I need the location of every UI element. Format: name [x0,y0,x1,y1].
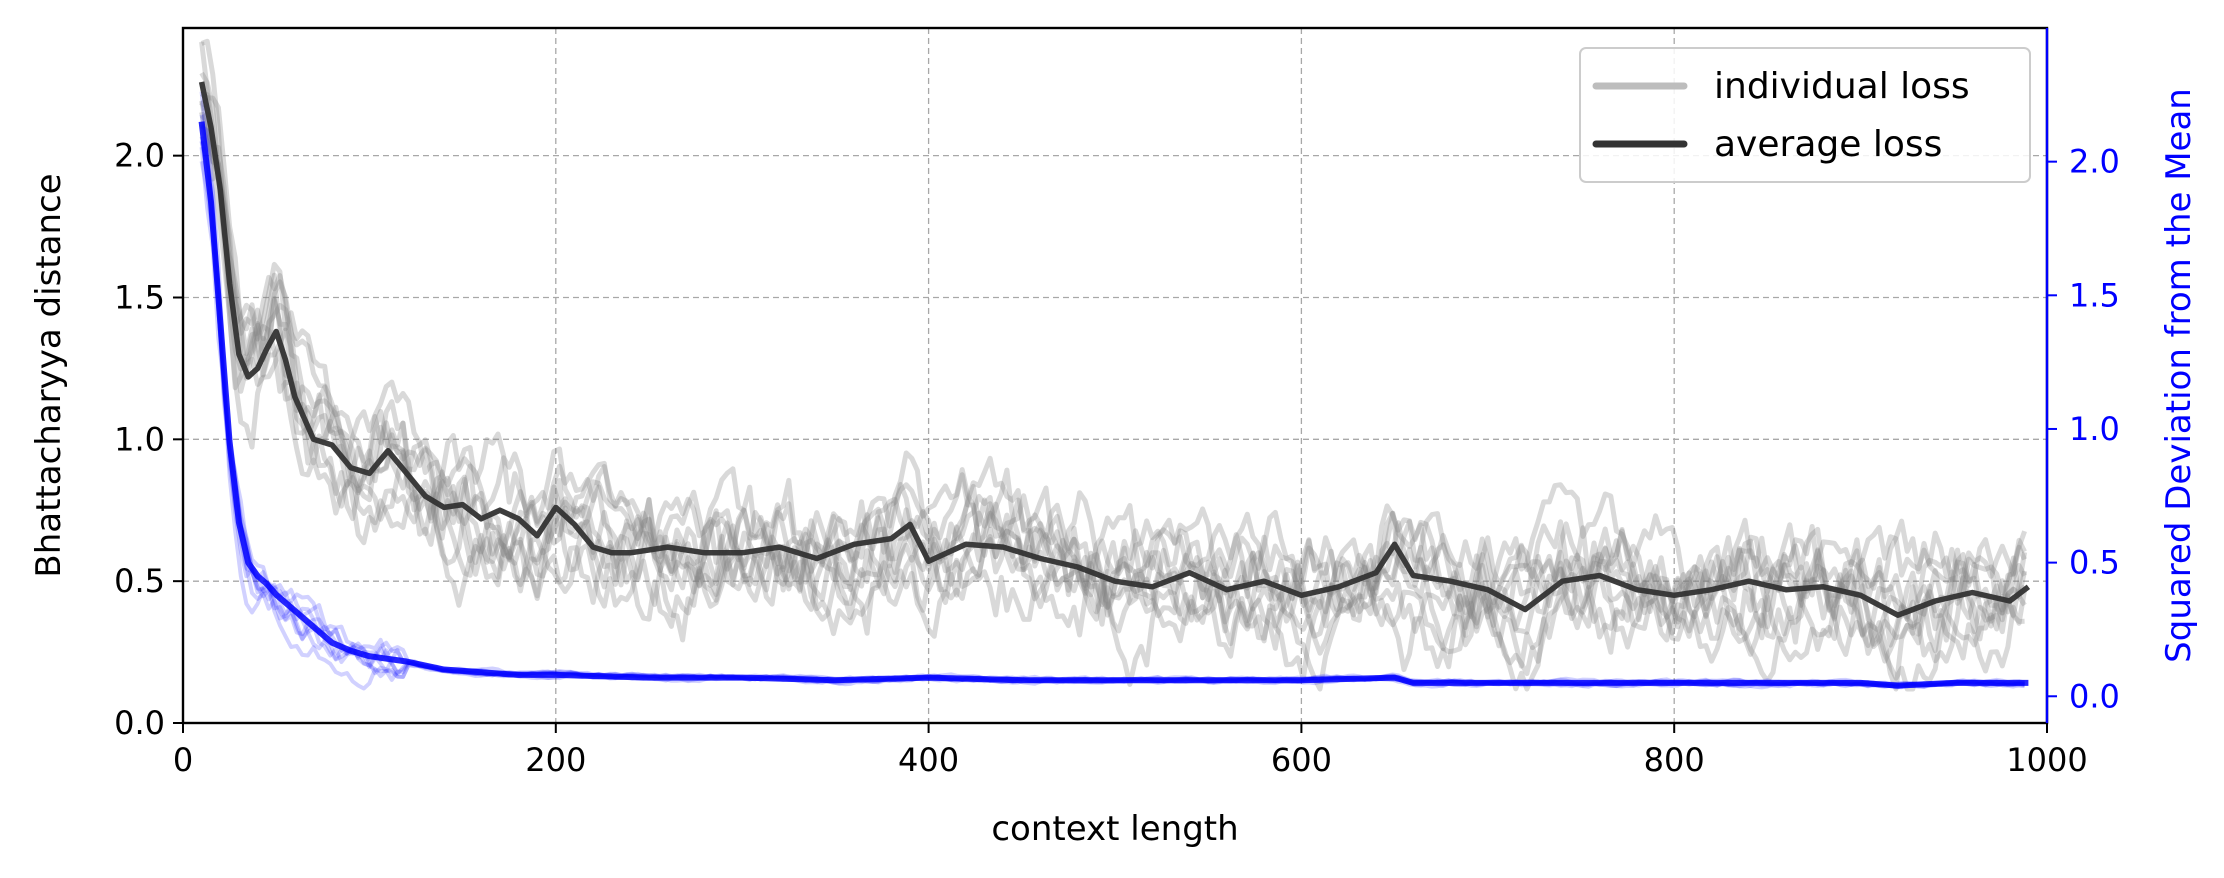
individual-loss-line [199,111,2027,669]
individual-loss-line [200,91,2027,692]
x-axis-label: context length [991,809,1238,849]
y-tick-label: 2.0 [114,137,165,175]
y-axis-label: Bhattacharyya distance [29,173,69,577]
plot-series [198,38,2031,692]
x-tick-label: 400 [898,741,959,779]
x-tick-label: 1000 [2006,741,2087,779]
individual-loss-line [199,41,2028,673]
y2-tick-label: 1.5 [2069,276,2120,314]
right-axis-ticks: 0.0 0.5 1.0 1.5 2.0 [2047,143,2120,715]
legend-label-average-loss: average loss [1714,124,1942,165]
legend-box [1579,47,2031,183]
individual-loss-line [199,71,2027,682]
y-tick-label: 0.5 [114,562,165,600]
y2-tick-label: 1.0 [2069,410,2120,448]
individual-loss-line [199,123,2027,635]
left-axis-ticks: 0.0 0.5 1.0 1.5 2.0 [114,137,183,742]
x-axis-ticks: 0 200 400 600 800 1000 [173,723,2088,779]
x-tick-label: 0 [173,741,193,779]
legend: individual loss average loss [1579,47,2031,183]
x-tick-label: 600 [1271,741,1332,779]
x-tick-label: 200 [525,741,586,779]
individual-loss-line [200,111,2027,677]
plot-area [198,38,2031,692]
average-loss-line [198,81,2031,618]
individual-loss-line [201,104,2027,692]
y2-tick-label: 2.0 [2069,143,2120,181]
y2-axis-label: Squared Deviation from the Mean [2159,88,2199,663]
x-tick-label: 800 [1644,741,1705,779]
mean-deviation-line [198,121,2029,689]
y2-tick-label: 0.5 [2069,544,2120,582]
individual-loss-line [199,100,2028,687]
legend-label-individual-loss: individual loss [1714,66,1970,107]
y-tick-label: 1.5 [114,278,165,316]
y-tick-label: 1.0 [114,420,165,458]
y2-tick-label: 0.0 [2069,677,2120,715]
y-tick-label: 0.0 [114,704,165,742]
